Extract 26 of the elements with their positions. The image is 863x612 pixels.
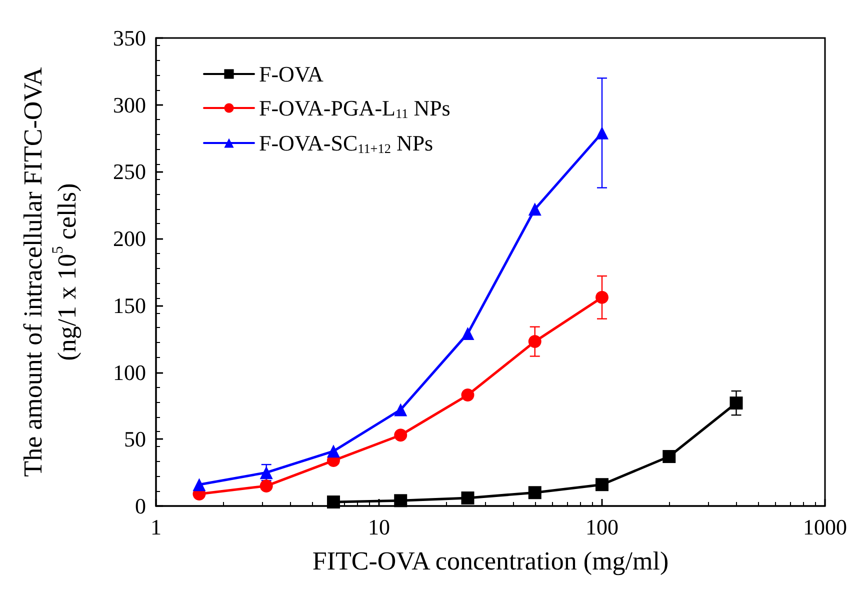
point: [394, 403, 408, 416]
point: [260, 479, 273, 492]
x-tick-label: 1000: [803, 514, 847, 540]
x-tick-label: 100: [586, 514, 618, 540]
point: [192, 478, 206, 492]
point: [326, 444, 340, 458]
point: [394, 428, 408, 442]
legend-label: F-OVA: [259, 62, 324, 86]
y-tick-label: 250: [113, 159, 146, 184]
point: [528, 335, 542, 348]
x-axis-title: FITC-OVA concentration (mg/ml): [312, 546, 669, 576]
y-tick-label: 100: [113, 360, 146, 385]
y-tick-label: 0: [135, 494, 146, 518]
x-tick-label: 10: [368, 514, 390, 540]
y-tick-label: 50: [124, 426, 146, 452]
point: [461, 388, 474, 402]
point: [596, 290, 608, 304]
point: [260, 466, 273, 480]
y-tick-label: 300: [113, 92, 146, 118]
y-tick-label: 350: [113, 26, 146, 50]
point: [596, 126, 608, 140]
y-tick-label: 200: [113, 226, 146, 252]
point: [528, 202, 542, 216]
y-tick-label: 150: [113, 292, 146, 318]
x-tick-label: 1: [150, 514, 162, 540]
point: [461, 327, 474, 340]
